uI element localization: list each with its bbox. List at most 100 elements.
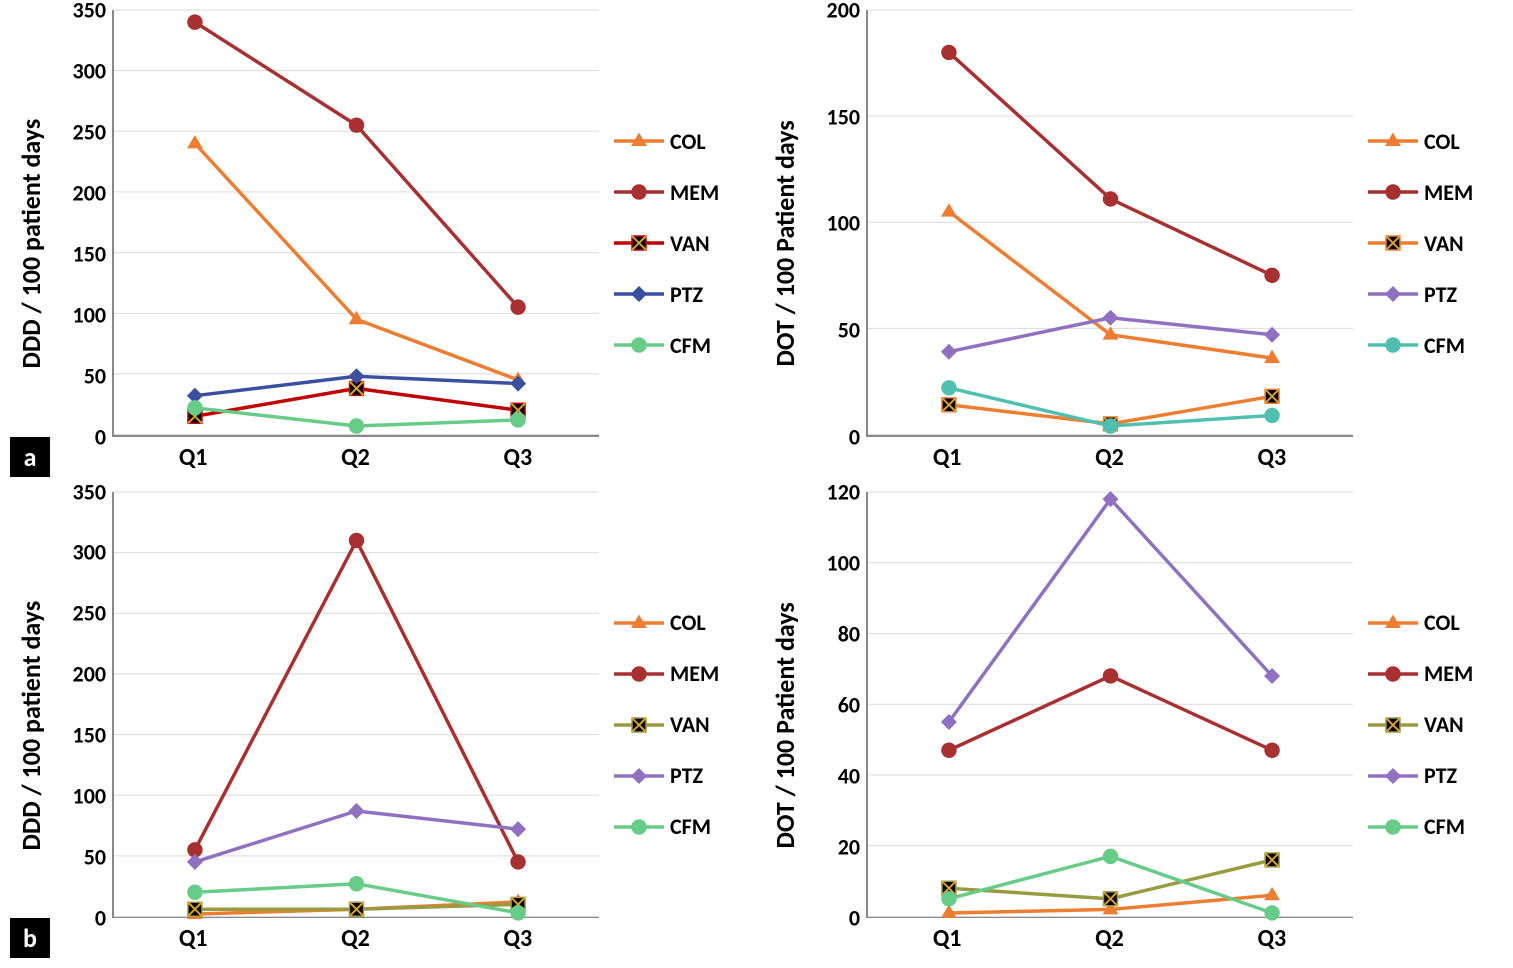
x-tick: Q2	[1028, 437, 1190, 477]
chart-panel-a-left: aDDD / 100 patient days05010015020025030…	[10, 10, 749, 477]
legend: COL MEM VAN PTZ CFM	[1353, 10, 1503, 477]
y-tick: 200	[73, 179, 106, 206]
y-tick: 0	[849, 905, 860, 932]
y-ticks: 020406080100120	[811, 492, 866, 919]
legend-label: MEM	[1424, 179, 1473, 206]
legend-item: CFM	[1368, 332, 1503, 359]
y-tick: 40	[838, 762, 860, 789]
y-tick: 120	[827, 478, 860, 505]
legend-label: MEM	[1424, 660, 1473, 687]
y-tick: 250	[73, 600, 106, 627]
y-tick: 100	[827, 549, 860, 576]
legend: COL MEM VAN PTZ CFM	[599, 10, 749, 477]
legend-item: VAN	[1368, 711, 1503, 738]
legend-marker-icon	[1368, 818, 1418, 836]
legend-label: VAN	[1424, 230, 1464, 257]
series-svg	[868, 492, 1353, 917]
legend-label: MEM	[670, 179, 719, 206]
chart-area: DDD / 100 patient days050100150200250300…	[10, 492, 749, 959]
x-tick: Q1	[866, 918, 1028, 958]
legend: COL MEM VAN PTZ CFM	[599, 492, 749, 959]
legend-marker-icon	[1368, 716, 1418, 734]
y-axis-label: DDD / 100 patient days	[10, 492, 52, 959]
y-tick: 60	[838, 691, 860, 718]
y-tick: 100	[73, 301, 106, 328]
legend-item: COL	[614, 609, 749, 636]
legend-label: COL	[1424, 128, 1460, 155]
y-tick: 0	[849, 423, 860, 450]
x-ticks: Q1Q2Q3	[57, 437, 599, 477]
legend-label: CFM	[670, 332, 711, 359]
series-svg	[114, 492, 599, 917]
x-tick: Q3	[437, 437, 599, 477]
plot	[112, 10, 599, 437]
y-tick: 50	[84, 362, 106, 389]
series-svg	[868, 10, 1353, 435]
legend-item: COL	[1368, 128, 1503, 155]
x-ticks: Q1Q2Q3	[811, 918, 1353, 958]
legend-label: VAN	[670, 711, 710, 738]
x-tick: Q1	[866, 437, 1028, 477]
legend-marker-icon	[1368, 767, 1418, 785]
legend-label: VAN	[1424, 711, 1464, 738]
x-tick: Q1	[112, 918, 274, 958]
legend-item: CFM	[614, 813, 749, 840]
legend-marker-icon	[1368, 665, 1418, 683]
legend-item: PTZ	[1368, 762, 1503, 789]
plot	[866, 492, 1353, 919]
x-tick: Q3	[1191, 918, 1353, 958]
x-ticks: Q1Q2Q3	[57, 918, 599, 958]
y-tick: 250	[73, 118, 106, 145]
chart-grid: aDDD / 100 patient days05010015020025030…	[10, 10, 1503, 958]
legend-marker-icon	[614, 614, 664, 632]
legend-item: COL	[1368, 609, 1503, 636]
legend-label: CFM	[670, 813, 711, 840]
legend-item: VAN	[1368, 230, 1503, 257]
legend-label: PTZ	[670, 762, 703, 789]
y-tick: 0	[95, 905, 106, 932]
series-svg	[114, 10, 599, 435]
y-tick: 200	[827, 0, 860, 24]
legend-item: PTZ	[1368, 281, 1503, 308]
legend-label: PTZ	[670, 281, 703, 308]
x-ticks: Q1Q2Q3	[811, 437, 1353, 477]
legend-item: COL	[614, 128, 749, 155]
y-ticks: 050100150200250300350	[57, 10, 112, 437]
legend-marker-icon	[1368, 132, 1418, 150]
y-tick: 350	[73, 0, 106, 24]
y-tick: 50	[838, 316, 860, 343]
legend-marker-icon	[1368, 234, 1418, 252]
legend-label: VAN	[670, 230, 710, 257]
legend-marker-icon	[614, 234, 664, 252]
y-tick: 80	[838, 620, 860, 647]
plot	[866, 10, 1353, 437]
legend-marker-icon	[614, 132, 664, 150]
legend-item: VAN	[614, 230, 749, 257]
chart-area: DDD / 100 patient days050100150200250300…	[10, 10, 749, 477]
legend-item: PTZ	[614, 762, 749, 789]
plot	[112, 492, 599, 919]
y-tick: 50	[84, 844, 106, 871]
y-tick: 150	[827, 103, 860, 130]
legend-item: CFM	[614, 332, 749, 359]
legend: COL MEM VAN PTZ CFM	[1353, 492, 1503, 959]
legend-marker-icon	[614, 336, 664, 354]
legend-marker-icon	[614, 183, 664, 201]
y-tick: 300	[73, 539, 106, 566]
y-axis-label: DDD / 100 patient days	[10, 10, 52, 477]
y-tick: 100	[73, 783, 106, 810]
legend-item: CFM	[1368, 813, 1503, 840]
y-tick: 100	[827, 210, 860, 237]
y-ticks: 050100150200250300350	[57, 492, 112, 919]
legend-label: CFM	[1424, 813, 1465, 840]
legend-item: VAN	[614, 711, 749, 738]
legend-label: PTZ	[1424, 281, 1457, 308]
legend-label: MEM	[670, 660, 719, 687]
legend-marker-icon	[1368, 614, 1418, 632]
y-tick: 350	[73, 478, 106, 505]
legend-item: MEM	[1368, 179, 1503, 206]
legend-item: PTZ	[614, 281, 749, 308]
legend-marker-icon	[614, 818, 664, 836]
legend-marker-icon	[614, 716, 664, 734]
y-tick: 150	[73, 240, 106, 267]
